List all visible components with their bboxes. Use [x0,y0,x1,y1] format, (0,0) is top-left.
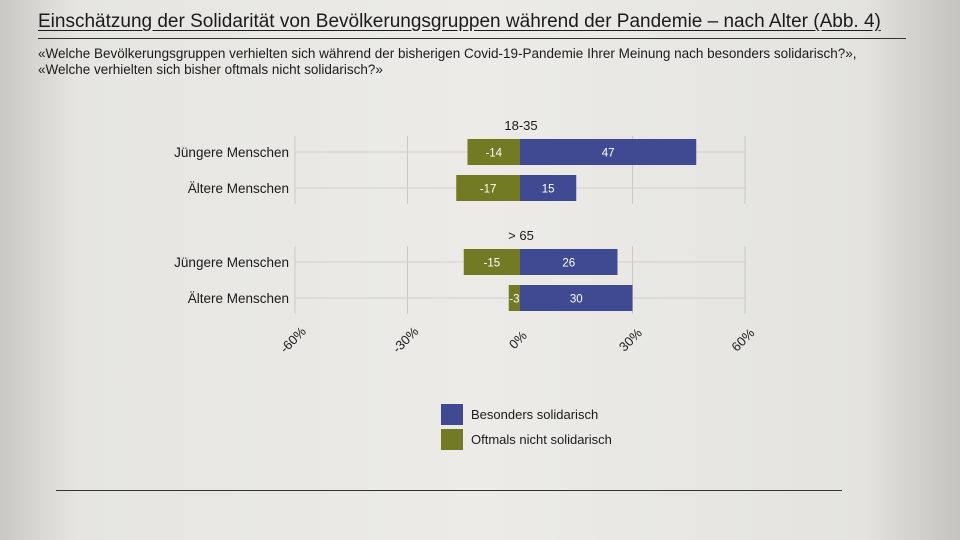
legend-label-nicht-solidarisch: Oftmals nicht solidarisch [471,432,612,447]
x-tick-label: -60% [277,324,309,356]
group-label: 18-35 [504,118,537,133]
bar-solidarisch [520,175,577,201]
bar-nicht-solidarisch [467,139,520,165]
legend-item-solidarisch: Besonders solidarisch [441,404,612,425]
legend: Besonders solidarisch Oftmals nicht soli… [441,404,612,454]
x-tick-label: -30% [389,324,421,356]
data-label: 30 [570,294,583,306]
bar-nicht-solidarisch [463,249,520,275]
data-label: -17 [480,184,497,196]
chart-subtitle: «Welche Bevölkerungsgruppen verhielten s… [38,46,857,77]
category-label: Jüngere Menschen [174,145,289,160]
legend-label-solidarisch: Besonders solidarisch [471,407,599,422]
x-tick-label: 60% [728,325,757,354]
bar-solidarisch [520,285,633,311]
category-label: Ältere Menschen [188,291,289,306]
legend-item-nicht-solidarisch: Oftmals nicht solidarisch [441,429,612,450]
legend-swatch-solidarisch [441,404,463,425]
data-label: 47 [602,148,615,160]
bar-solidarisch [520,249,618,275]
group-label: > 65 [508,228,534,243]
data-label: -15 [484,258,501,270]
data-label: -3 [509,294,519,306]
x-tick-label: 30% [616,325,645,354]
bar-nicht-solidarisch [508,285,520,311]
data-label: 15 [542,184,555,196]
category-label: Jüngere Menschen [174,255,289,270]
data-label: -14 [485,148,502,160]
legend-swatch-nicht-solidarisch [441,429,463,450]
data-label: 26 [562,258,575,270]
bar-nicht-solidarisch [456,175,520,201]
bottom-rule [56,490,842,491]
chart-title: Einschätzung der Solidarität von Bevölke… [38,11,881,32]
category-label: Ältere Menschen [188,181,289,196]
title-rule [38,38,906,39]
bar-solidarisch [520,139,697,165]
x-tick-label: 0% [506,328,530,352]
